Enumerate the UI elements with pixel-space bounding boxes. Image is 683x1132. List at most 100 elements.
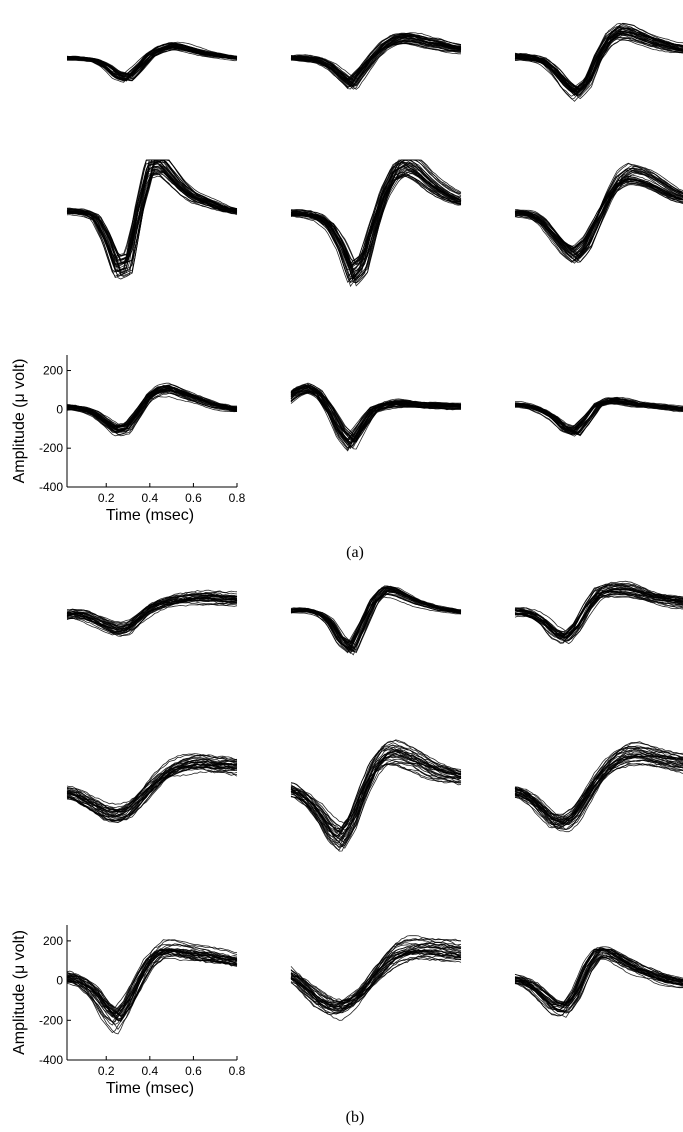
waveform-trace xyxy=(514,168,683,259)
waveform-trace xyxy=(66,948,238,1017)
waveform-trace xyxy=(514,955,683,1012)
waveform-trace xyxy=(66,949,238,1008)
waveform-trace xyxy=(66,770,238,813)
waveform-trace xyxy=(290,171,462,265)
waveform-trace xyxy=(66,42,238,81)
waveform-trace xyxy=(290,168,462,272)
waveform-trace xyxy=(514,177,683,258)
panel-b-subplot-4 xyxy=(66,753,238,823)
panel-a-subplot-2 xyxy=(290,32,462,90)
waveform-trace xyxy=(290,36,462,89)
plots-layer: 200 0 -200 -400 0.2 0.4 0.6 0.8 Time (msec) Ampli… xyxy=(11,22,683,1097)
waveform-trace xyxy=(66,754,238,816)
waveform-trace xyxy=(66,763,238,811)
waveform-trace xyxy=(290,587,462,653)
y-axis-label: Amplitude (μ volt) xyxy=(11,930,28,1055)
panel-a-subplot-5 xyxy=(290,159,462,288)
y-axis-label: Amplitude (μ volt) xyxy=(11,359,28,484)
waveform-trace xyxy=(66,43,238,81)
y-tick-label: 0 xyxy=(56,402,63,416)
waveform-trace xyxy=(290,34,462,87)
waveform-trace xyxy=(290,938,462,1012)
waveform-trace xyxy=(290,386,461,448)
waveform-trace xyxy=(514,400,683,430)
panel-a-subplot-7 xyxy=(66,382,238,437)
waveform-trace xyxy=(514,31,683,98)
waveform-trace xyxy=(514,167,683,261)
waveform-trace xyxy=(66,166,238,267)
panel-b-subplot-2 xyxy=(290,585,462,656)
waveform-trace xyxy=(66,952,238,1015)
waveform-trace xyxy=(290,391,461,442)
waveform-trace xyxy=(66,389,238,427)
waveform-trace xyxy=(66,763,238,813)
waveform-trace xyxy=(514,32,683,92)
waveform-trace xyxy=(290,753,462,837)
waveform-trace xyxy=(514,949,683,1007)
waveform-trace xyxy=(290,388,462,440)
waveform-trace xyxy=(66,766,238,822)
waveform-trace xyxy=(515,593,683,640)
y-tick-label: 200 xyxy=(43,364,63,378)
waveform-trace xyxy=(514,957,683,1006)
panel-b-subplot-9 xyxy=(514,946,683,1018)
waveform-trace xyxy=(290,171,462,264)
panel-a-subplot-3 xyxy=(514,22,683,102)
waveform-trace xyxy=(514,948,683,1010)
waveform-trace xyxy=(290,33,462,85)
y-tick-label: 200 xyxy=(43,934,63,948)
panel-b-subplot-6 xyxy=(514,741,683,833)
waveform-trace xyxy=(290,159,462,284)
waveform-trace xyxy=(66,603,238,631)
y-tick-label: -400 xyxy=(39,480,63,494)
waveform-trace xyxy=(290,392,462,440)
waveform-trace xyxy=(66,387,238,430)
y-tick-label: -400 xyxy=(39,1053,63,1067)
panel-b-axes: 200 0 -200 -400 0.2 0.4 0.6 0.8 Time (msec) Ampli… xyxy=(11,925,246,1097)
panel-a-subplot-8 xyxy=(290,382,462,452)
x-tick-label: 0.6 xyxy=(185,1064,202,1078)
waveform-trace xyxy=(290,391,462,443)
waveform-trace xyxy=(514,755,683,831)
x-tick-label: 0.2 xyxy=(98,1064,115,1078)
waveform-trace xyxy=(514,762,683,822)
panel-b-subplot-8 xyxy=(290,935,462,1021)
waveform-trace xyxy=(290,34,462,87)
waveform-trace xyxy=(66,949,238,1016)
waveform-trace xyxy=(514,763,683,822)
panel-b-subplot-5 xyxy=(290,739,462,852)
panel-b-subplot-3 xyxy=(514,580,683,645)
waveform-trace xyxy=(66,766,238,813)
waveform-trace xyxy=(290,943,462,1015)
x-tick-label: 0.8 xyxy=(229,1064,246,1078)
panel-a-subplot-6 xyxy=(514,162,683,264)
waveform-trace xyxy=(514,751,683,833)
x-axis-label: Time (msec) xyxy=(106,507,194,524)
waveform-trace xyxy=(514,747,683,823)
waveform-trace xyxy=(290,391,462,440)
panel-a-subplot-1 xyxy=(66,41,238,83)
waveform-trace xyxy=(514,167,683,261)
panel-a-subplot-9 xyxy=(514,396,683,437)
waveform-trace xyxy=(514,589,683,639)
waveform-trace xyxy=(66,597,238,628)
caption-a: (a) xyxy=(346,544,364,561)
waveform-trace xyxy=(290,35,462,90)
waveform-trace xyxy=(66,45,238,77)
caption-b: (b) xyxy=(346,1109,365,1126)
waveform-trace xyxy=(290,391,462,443)
y-tick-label: -200 xyxy=(39,441,63,455)
waveform-trace xyxy=(290,385,461,445)
waveform-trace xyxy=(67,595,237,627)
x-tick-label: 0.4 xyxy=(141,491,158,505)
waveform-trace xyxy=(514,747,683,823)
waveform-trace xyxy=(66,589,238,629)
waveform-trace xyxy=(514,398,683,432)
waveform-trace xyxy=(290,593,461,643)
waveform-trace xyxy=(515,23,683,96)
waveform-trace xyxy=(290,746,462,838)
waveform-trace xyxy=(290,950,462,1014)
waveform-trace xyxy=(290,587,462,654)
panel-b-subplot-7 xyxy=(66,939,238,1035)
